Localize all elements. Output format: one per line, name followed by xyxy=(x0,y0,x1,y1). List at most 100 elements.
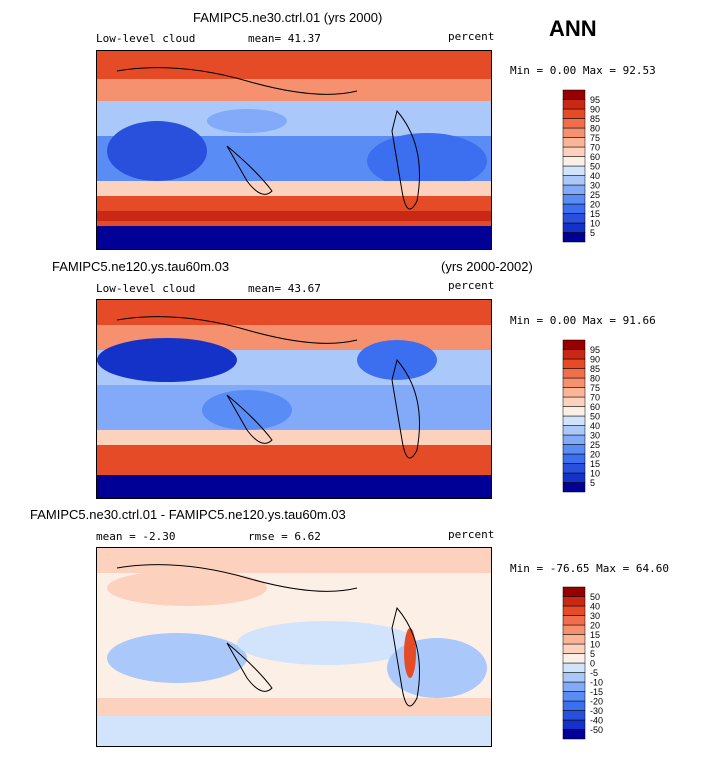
colorbar-box xyxy=(562,406,586,417)
panel2-field-label: Low-level cloud xyxy=(96,282,196,295)
panel3-units: percent xyxy=(448,528,495,541)
colorbar-label: 70 xyxy=(590,393,600,403)
colorbar-box xyxy=(562,672,586,683)
colorbar-label: 5 xyxy=(590,228,595,238)
panel2-map-svg xyxy=(97,300,491,498)
panel3-map xyxy=(96,547,492,747)
colorbar-box xyxy=(562,624,586,635)
colorbar-box xyxy=(562,482,586,493)
colorbar-box xyxy=(562,719,586,730)
colorbar-label: -20 xyxy=(590,697,603,707)
colorbar-box xyxy=(562,349,586,360)
colorbar-label: 50 xyxy=(590,162,600,172)
colorbar-box xyxy=(562,146,586,157)
colorbar-box xyxy=(562,615,586,626)
colorbar-label: -5 xyxy=(590,668,598,678)
colorbar-box xyxy=(562,108,586,119)
colorbar-label: 60 xyxy=(590,402,600,412)
colorbar-label: 15 xyxy=(590,209,600,219)
colorbar-box xyxy=(562,175,586,186)
panel1-mean: mean= 41.37 xyxy=(248,32,321,45)
colorbar-label: 50 xyxy=(590,412,600,422)
panel3-minmax: Min = -76.65 Max = 64.60 xyxy=(510,562,669,575)
colorbar-label: 95 xyxy=(590,345,600,355)
panel3-title: FAMIPC5.ne30.ctrl.01 - FAMIPC5.ne120.ys.… xyxy=(30,507,346,522)
colorbar-label: 80 xyxy=(590,124,600,134)
colorbar-box xyxy=(562,165,586,176)
colorbar-label: 75 xyxy=(590,383,600,393)
colorbar-label: -40 xyxy=(590,716,603,726)
colorbar-box xyxy=(562,463,586,474)
colorbar-box xyxy=(562,358,586,369)
colorbar-label: 75 xyxy=(590,133,600,143)
colorbar-box xyxy=(562,700,586,711)
colorbar-box xyxy=(562,415,586,426)
colorbar-label: 10 xyxy=(590,469,600,479)
colorbar-box xyxy=(562,118,586,129)
colorbar-box xyxy=(562,396,586,407)
colorbar-label: 90 xyxy=(590,105,600,115)
colorbar-box xyxy=(562,691,586,702)
colorbar-label: 95 xyxy=(590,95,600,105)
colorbar-label: 90 xyxy=(590,355,600,365)
panel1-minmax: Min = 0.00 Max = 92.53 xyxy=(510,64,656,77)
panel1-field-label: Low-level cloud xyxy=(96,32,196,45)
panel2-years: (yrs 2000-2002) xyxy=(441,259,533,274)
colorbar-box xyxy=(562,681,586,692)
colorbar-box xyxy=(562,184,586,195)
colorbar-box xyxy=(562,729,586,740)
colorbar-label: 5 xyxy=(590,649,595,659)
colorbar-box xyxy=(562,368,586,379)
colorbar-box xyxy=(562,586,586,597)
season-label: ANN xyxy=(549,16,597,41)
colorbar-label: 20 xyxy=(590,450,600,460)
colorbar-box xyxy=(562,643,586,654)
colorbar-label: 50 xyxy=(590,592,600,602)
panel2-units: percent xyxy=(448,279,495,292)
colorbar-box xyxy=(562,194,586,205)
panel2-map xyxy=(96,299,492,499)
colorbar-label: -15 xyxy=(590,687,603,697)
colorbar-box xyxy=(562,339,586,350)
panel1-title: FAMIPC5.ne30.ctrl.01 (yrs 2000) xyxy=(193,10,383,25)
colorbar-label: 85 xyxy=(590,364,600,374)
colorbar-label: 0 xyxy=(590,659,595,669)
colorbar-box xyxy=(562,710,586,721)
colorbar-box xyxy=(562,137,586,148)
panel1-units: percent xyxy=(448,30,495,43)
colorbar-label: 30 xyxy=(590,181,600,191)
colorbar-box xyxy=(562,213,586,224)
colorbar-box xyxy=(562,222,586,233)
colorbar-label: 60 xyxy=(590,152,600,162)
colorbar-label: 80 xyxy=(590,374,600,384)
colorbar-box xyxy=(562,453,586,464)
colorbar-label: 5 xyxy=(590,478,595,488)
colorbar-box xyxy=(562,156,586,167)
panel3-mean: mean = -2.30 xyxy=(96,530,176,543)
colorbar-box xyxy=(562,472,586,483)
colorbar-box xyxy=(562,653,586,664)
colorbar-box xyxy=(562,387,586,398)
colorbar-box xyxy=(562,634,586,645)
colorbar-label: -50 xyxy=(590,725,603,735)
panel2-minmax: Min = 0.00 Max = 91.66 xyxy=(510,314,656,327)
colorbar-label: 30 xyxy=(590,611,600,621)
colorbar-box xyxy=(562,444,586,455)
colorbar-label: 40 xyxy=(590,602,600,612)
colorbar-label: 15 xyxy=(590,459,600,469)
colorbar-label: -30 xyxy=(590,706,603,716)
panel2-mean: mean= 43.67 xyxy=(248,282,321,295)
panel2-title: FAMIPC5.ne120.ys.tau60m.03 xyxy=(52,259,230,274)
colorbar-label: 25 xyxy=(590,190,600,200)
panel2-colorbar: 5 10 15 20 25 30 40 50 60 70 75 80 85 90 95 xyxy=(562,339,623,495)
panel3-rmse: rmse = 6.62 xyxy=(248,530,321,543)
colorbar-label: 70 xyxy=(590,143,600,153)
colorbar-label: 40 xyxy=(590,421,600,431)
colorbar-box xyxy=(562,425,586,436)
colorbar-box xyxy=(562,605,586,616)
panel1-colorbar: 5 10 15 20 25 30 40 50 60 70 75 80 85 90 95 xyxy=(562,89,623,245)
colorbar-label: 20 xyxy=(590,621,600,631)
colorbar-label: 25 xyxy=(590,440,600,450)
colorbar-box xyxy=(562,127,586,138)
colorbar-box xyxy=(562,434,586,445)
